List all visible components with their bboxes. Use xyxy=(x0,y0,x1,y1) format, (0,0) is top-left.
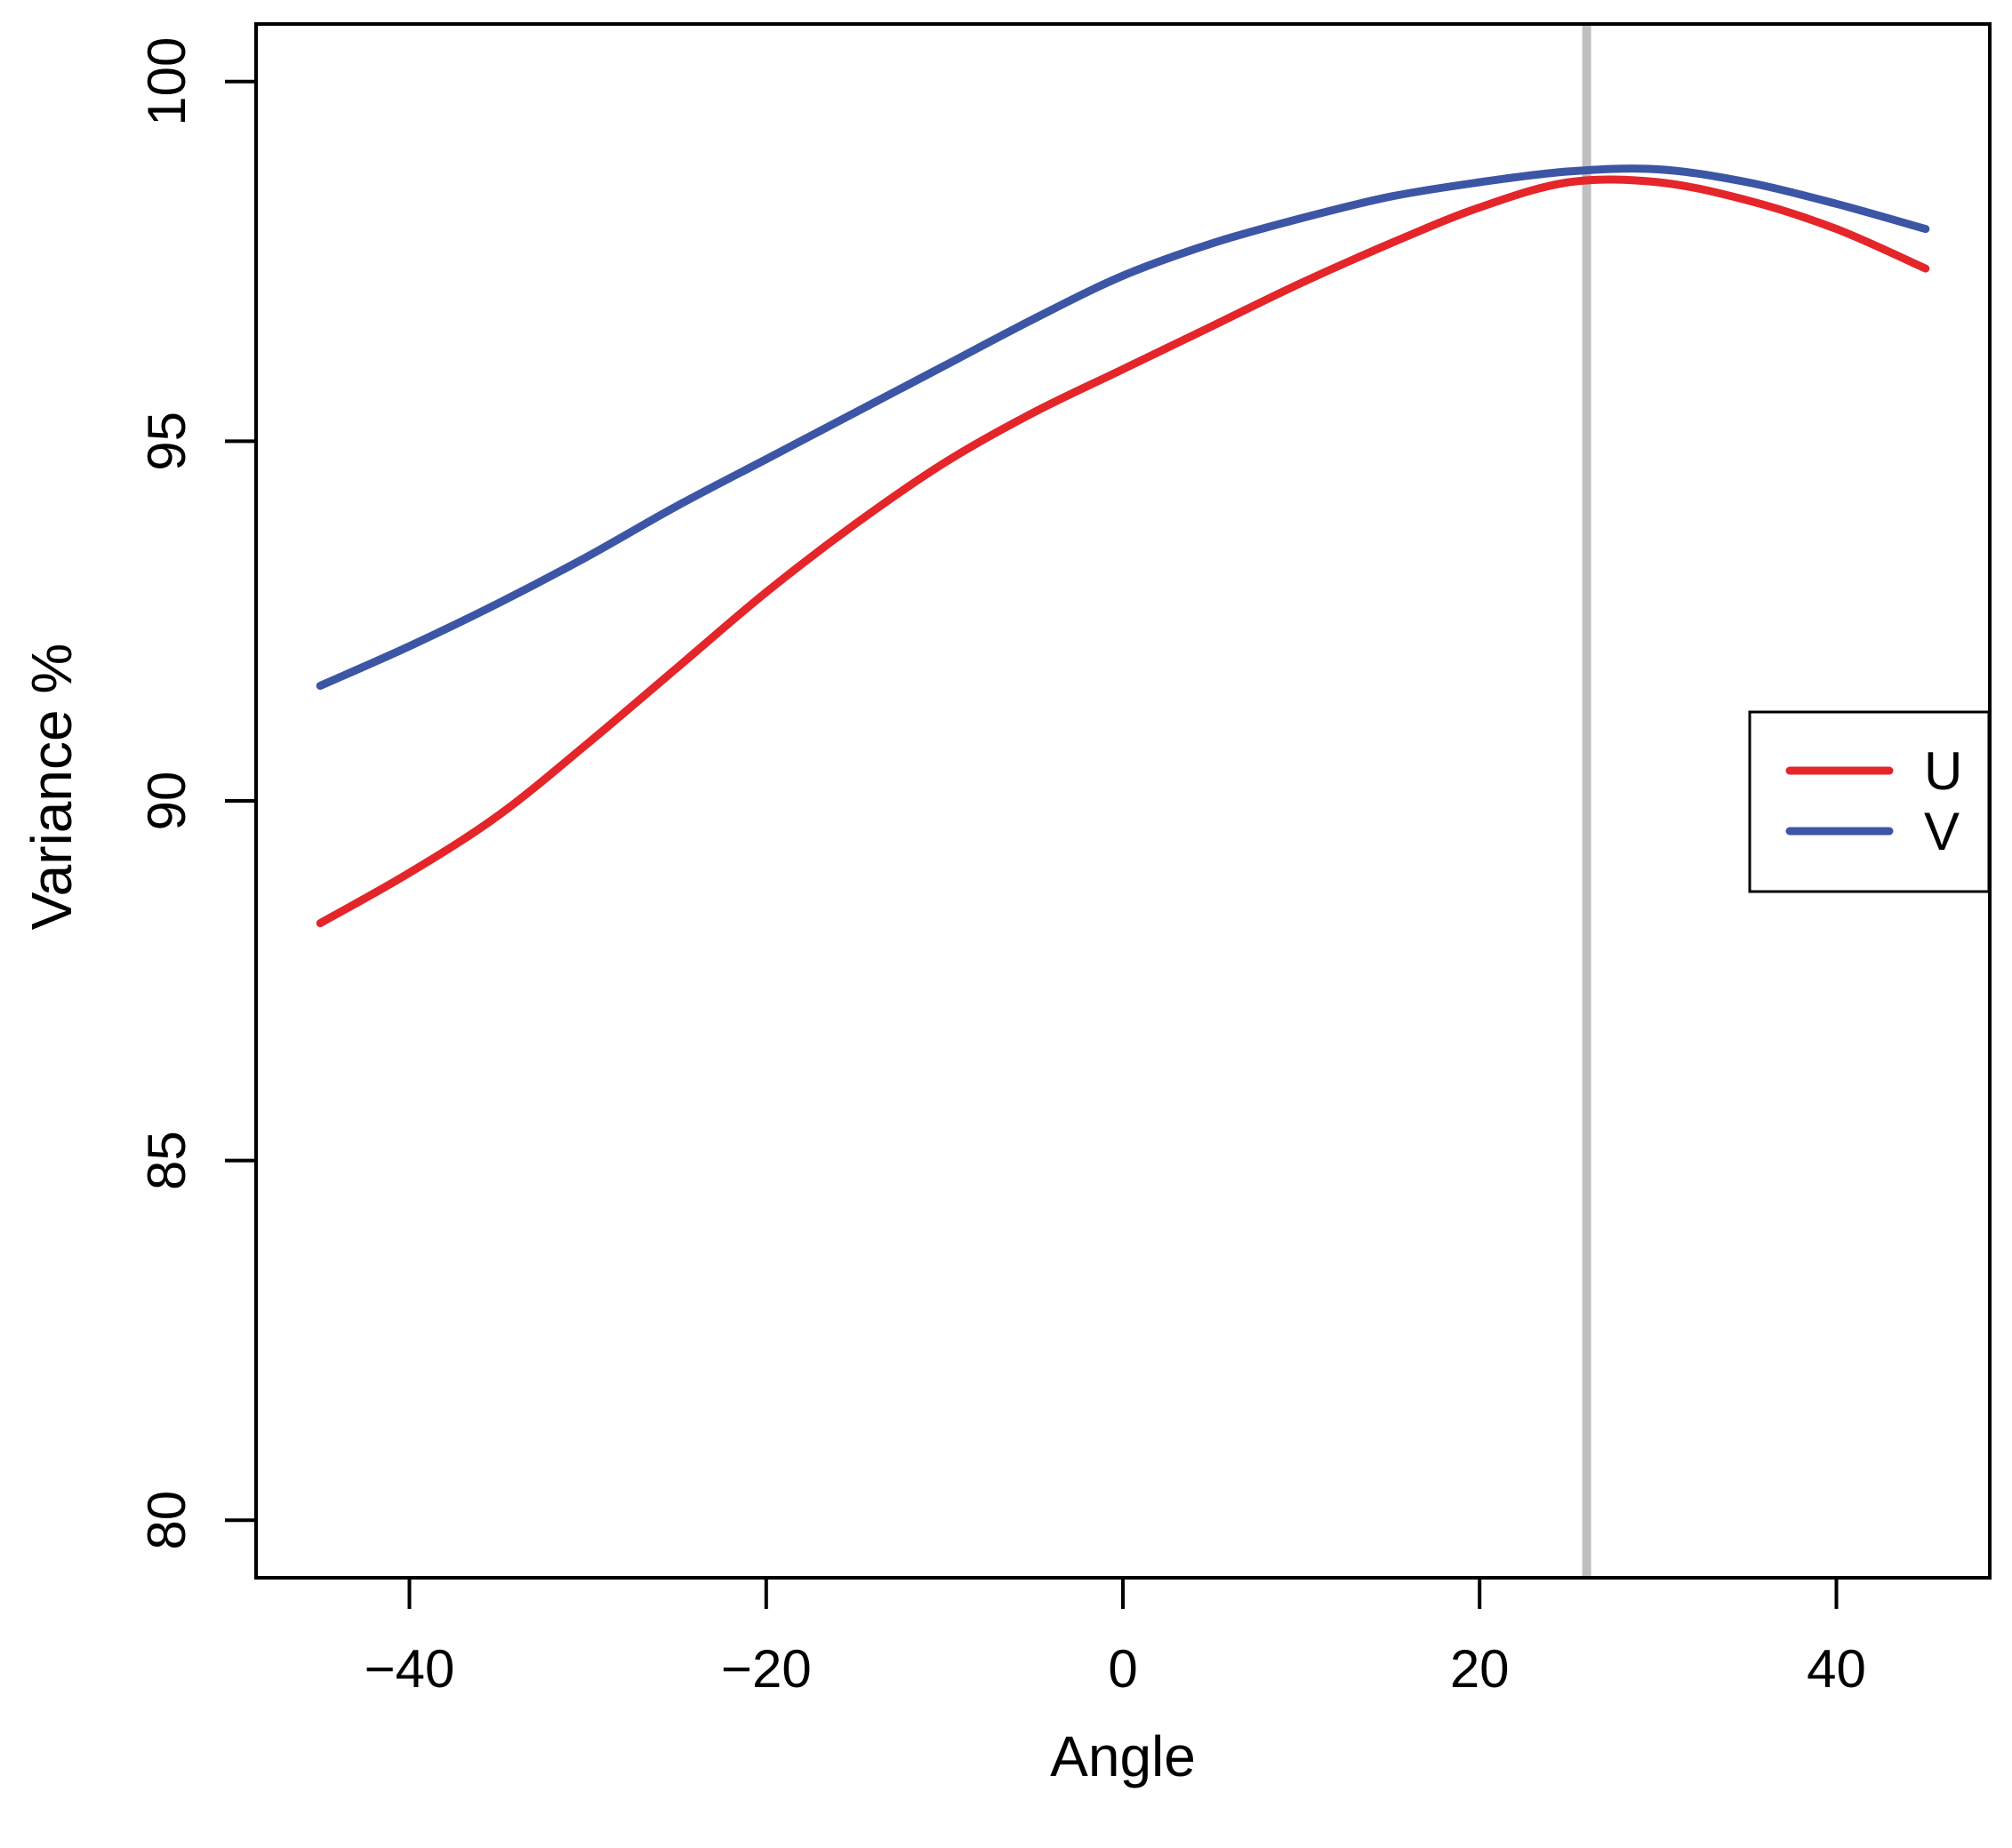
x-axis-title: Angle xyxy=(1050,1724,1196,1788)
y-axis-title: Variance % xyxy=(20,644,84,931)
y-tick-label: 85 xyxy=(137,1131,196,1190)
legend-label-V: V xyxy=(1924,802,1960,861)
curve-U xyxy=(316,175,1930,928)
legend: U V xyxy=(1748,710,1991,893)
y-tick-label: 80 xyxy=(137,1491,196,1550)
x-tick-label: 40 xyxy=(1807,1639,1866,1699)
x-tick-label: −20 xyxy=(721,1639,812,1699)
data-curves xyxy=(316,164,1930,928)
x-axis: −40 −20 0 20 40 xyxy=(365,1578,1866,1699)
y-tick-label: 90 xyxy=(137,772,196,831)
x-tick-label: 20 xyxy=(1450,1639,1510,1699)
y-tick-label: 100 xyxy=(137,37,196,126)
curve-V xyxy=(316,164,1930,690)
x-tick-label: 0 xyxy=(1108,1639,1137,1699)
y-axis: 80 85 90 95 100 xyxy=(137,37,256,1550)
y-tick-label: 95 xyxy=(137,412,196,471)
legend-label-U: U xyxy=(1924,741,1962,801)
x-tick-label: −40 xyxy=(365,1639,455,1699)
legend-box xyxy=(1748,710,1991,893)
